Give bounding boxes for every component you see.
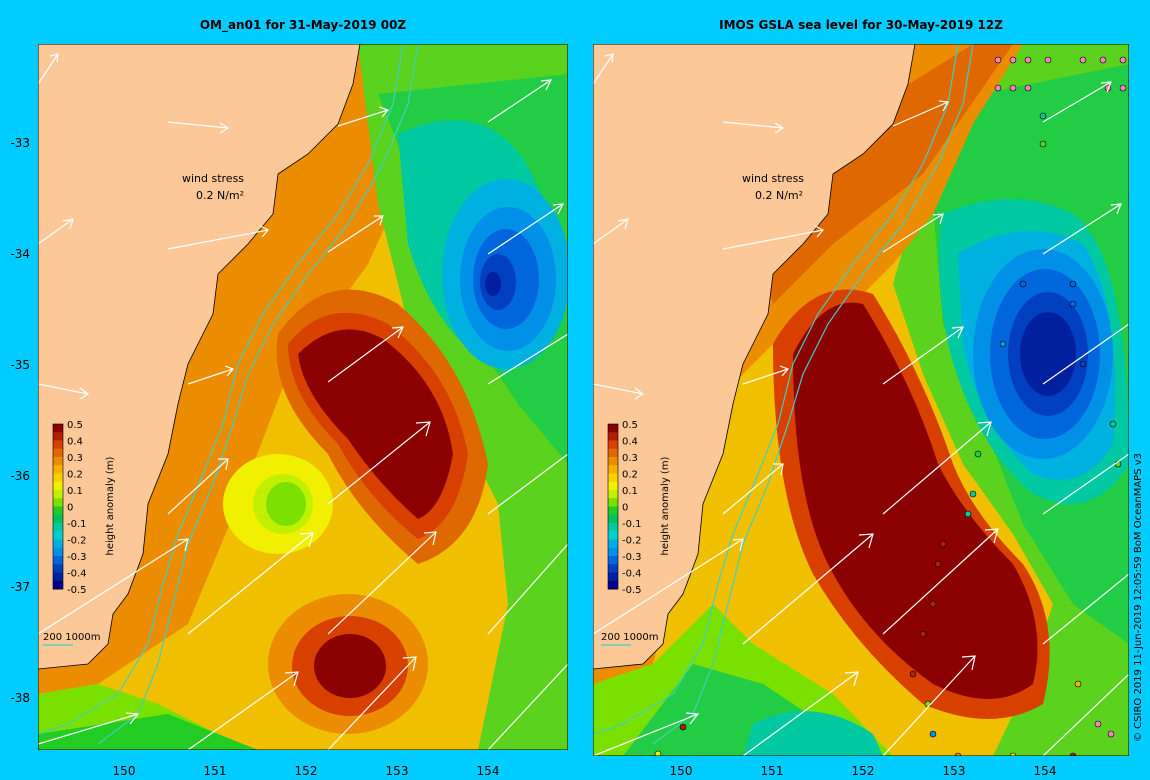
- colorbar-tick-label: -0.4: [622, 569, 642, 580]
- colorbar-segment: [53, 580, 63, 590]
- colorbar-segment: [53, 481, 63, 491]
- colorbar-tick-label: -0.5: [67, 585, 87, 596]
- lat-label: -37: [10, 580, 30, 594]
- colorbar-segment: [608, 490, 618, 499]
- colorbar-segment: [608, 481, 618, 491]
- colorbar-segment: [53, 457, 63, 466]
- credit-text: © CSIRO 2019 11-Jun-2019 12:05:59 BoM Oc…: [1133, 452, 1144, 742]
- wind-stress-label: wind stress: [742, 172, 804, 185]
- lat-label: -36: [10, 469, 30, 483]
- colorbar-tick-label: 0.2: [622, 470, 638, 481]
- colorbar-tick-label: 0.4: [622, 437, 638, 448]
- lon-label: 152: [294, 764, 318, 778]
- left-map-panel: wind stress 0.2 N/m² 0.5 0.4 0.3 0.2 0.1 0 -0.…: [38, 44, 568, 750]
- colorbar-tick-label: 0.5: [67, 420, 83, 431]
- colorbar-tick-label: -0.2: [67, 536, 87, 547]
- colorbar-segment: [53, 465, 63, 474]
- wind-stress-unit: 0.2 N/m²: [196, 189, 244, 202]
- colorbar-segment: [608, 547, 618, 557]
- lat-label: -34: [10, 247, 30, 261]
- colorbar-tick-label: 0.5: [622, 420, 638, 431]
- colorbar-segment: [53, 432, 63, 441]
- colorbar-segment: [608, 572, 618, 582]
- colorbar-tick-label: -0.2: [622, 536, 642, 547]
- colorbar-segment: [53, 514, 63, 524]
- lat-label: -38: [10, 691, 30, 705]
- colorbar-tick-label: 0.2: [67, 470, 83, 481]
- colorbar-tick-label: 0.3: [67, 453, 83, 464]
- colorbar-tick-label: 0: [622, 503, 628, 514]
- lon-label: 152: [851, 764, 875, 778]
- colorbar-segment: [608, 539, 618, 549]
- colorbar-segment: [53, 490, 63, 499]
- colorbar-segment: [608, 432, 618, 441]
- colorbar-segment: [53, 564, 63, 573]
- lon-label: 153: [385, 764, 409, 778]
- lon-label: 154: [476, 764, 500, 778]
- colorbar-segment: [53, 531, 63, 540]
- colorbar-segment: [53, 572, 63, 582]
- colorbar-segment: [53, 547, 63, 557]
- lat-label: -33: [10, 136, 30, 150]
- wind-arrows: [593, 53, 1129, 756]
- colorbar-segment: [53, 498, 63, 507]
- isobath-scale-label: 200 1000m: [601, 632, 658, 643]
- lon-label: 154: [1033, 764, 1057, 778]
- colorbar-tick-label: -0.3: [67, 552, 87, 563]
- colorbar-tick-label: 0: [67, 503, 73, 514]
- isobath-scale-label: 200 1000m: [43, 632, 100, 643]
- lon-label: 151: [760, 764, 784, 778]
- colorbar-segment: [608, 473, 618, 483]
- wind-stress-label: wind stress: [182, 172, 244, 185]
- right-map-panel: wind stress 0.2 N/m² 0.5 0.4 0.3 0.2 0.1 0 -0.…: [593, 44, 1129, 756]
- colorbar-tick-label: -0.4: [67, 569, 87, 580]
- wind-stress-unit: 0.2 N/m²: [755, 189, 803, 202]
- colorbar-segment: [608, 506, 618, 516]
- colorbar-tick-label: -0.1: [67, 519, 87, 530]
- lon-label: 151: [203, 764, 227, 778]
- colorbar-segment: [53, 539, 63, 549]
- colorbar-segment: [53, 448, 63, 458]
- colorbar-segment: [608, 580, 618, 590]
- colorbar-segment: [53, 556, 63, 565]
- colorbar-segment: [53, 424, 63, 433]
- colorbar-tick-label: -0.5: [622, 585, 642, 596]
- colorbar-segment: [608, 424, 618, 433]
- colorbar-segment: [53, 506, 63, 516]
- colorbar: 0.5 0.4 0.3 0.2 0.1 0 -0.1 -0.2 -0.3 -0.4 -0.5 hei…: [607, 420, 671, 596]
- colorbar-segment: [608, 514, 618, 524]
- colorbar-segment: [608, 457, 618, 466]
- colorbar-segment: [53, 473, 63, 483]
- colorbar-segment: [608, 465, 618, 474]
- wind-arrows: [38, 53, 568, 750]
- right-panel-title: IMOS GSLA sea level for 30-May-2019 12Z: [719, 18, 1003, 32]
- colorbar-tick-label: 0.1: [67, 486, 83, 497]
- colorbar-segment: [608, 448, 618, 458]
- lon-label: 150: [112, 764, 136, 778]
- observation-markers: [654, 56, 1127, 756]
- colorbar-tick-label: 0.3: [622, 453, 638, 464]
- colorbar: 0.5 0.4 0.3 0.2 0.1 0 -0.1 -0.2 -0.3 -0.4 -0.5 hei…: [52, 420, 116, 596]
- colorbar-segment: [608, 531, 618, 540]
- left-panel-title: OM_an01 for 31-May-2019 00Z: [199, 18, 407, 32]
- lon-label: 150: [669, 764, 693, 778]
- colorbar-tick-label: -0.1: [622, 519, 642, 530]
- colorbar-tick-label: 0.4: [67, 437, 83, 448]
- colorbar-tick-label: 0.1: [622, 486, 638, 497]
- colorbar-segment: [608, 556, 618, 565]
- colorbar-segment: [608, 440, 618, 450]
- colorbar-segment: [53, 440, 63, 450]
- colorbar-tick-label: -0.3: [622, 552, 642, 563]
- colorbar-segment: [608, 523, 618, 532]
- colorbar-segment: [608, 498, 618, 507]
- lon-label: 153: [942, 764, 966, 778]
- colorbar-label: height anomaly (m): [660, 456, 671, 555]
- colorbar-segment: [53, 523, 63, 532]
- colorbar-label: height anomaly (m): [105, 456, 116, 555]
- colorbar-segment: [608, 564, 618, 573]
- lat-label: -35: [10, 358, 30, 372]
